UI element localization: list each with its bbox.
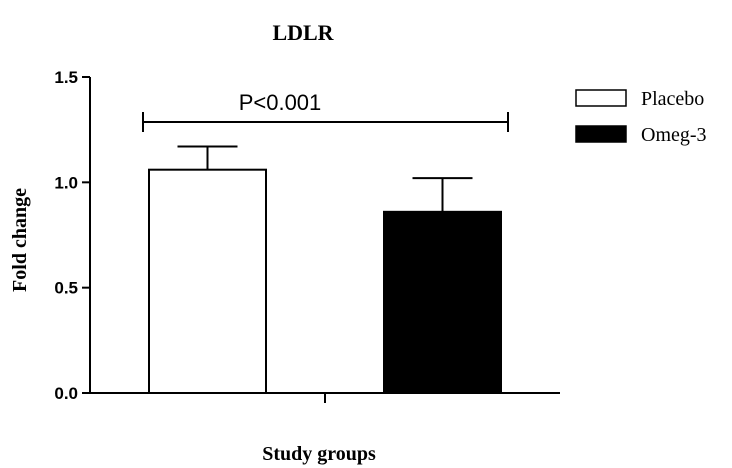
y-axis: 0.0 0.5 1.0 1.5 [54,68,91,403]
bar-omega3 [383,210,502,394]
y-tick-label: 1.0 [54,173,78,192]
bar-placebo [148,168,267,394]
error-bars [177,145,473,212]
bars [148,168,502,394]
legend-label: Placebo [641,88,704,110]
legend-swatch [575,125,627,143]
y-tick-label: 0.5 [54,279,78,298]
chart-title: LDLR [272,20,334,45]
y-tick-label: 1.5 [54,68,78,87]
x-axis [90,392,560,403]
legend-swatch [575,89,627,107]
y-axis-label: Fold change [9,188,31,292]
p-value-annotation: P<0.001 [239,90,322,115]
y-tick-label: 0.0 [54,384,78,403]
legend: Placebo Omeg-3 [575,88,707,146]
significance-bracket: P<0.001 [142,90,509,132]
legend-label: Omeg-3 [641,124,707,146]
x-axis-label: Study groups [262,443,376,465]
